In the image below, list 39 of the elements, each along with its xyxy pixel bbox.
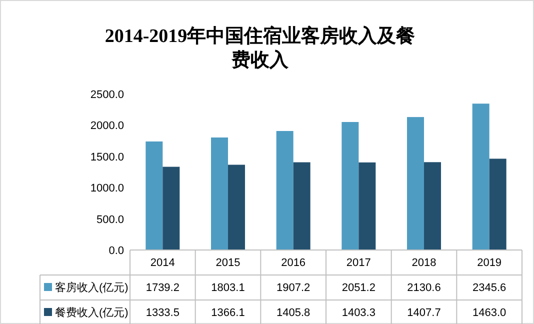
data-label: 1405.8 — [276, 307, 310, 319]
data-label: 2130.6 — [407, 282, 441, 294]
data-label: 1907.2 — [276, 282, 310, 294]
bar — [472, 104, 490, 250]
x-tick-label: 2016 — [281, 257, 306, 269]
bar — [358, 162, 376, 250]
chart-title: 2014-2019年中国住宿业客房收入及餐费收入 — [104, 25, 416, 71]
data-label: 2345.6 — [472, 282, 506, 294]
x-tick-label: 2017 — [346, 257, 371, 269]
y-tick-label: 2500.0 — [90, 89, 124, 101]
x-tick-label: 2014 — [150, 257, 175, 269]
y-tick-label: 1500.0 — [90, 151, 124, 164]
bar — [424, 162, 441, 250]
data-label: 1403.3 — [342, 307, 376, 319]
bar — [228, 164, 245, 250]
data-label: 1739.2 — [146, 282, 180, 294]
legend-label: 餐费收入(亿元) — [55, 306, 128, 319]
y-tick-label: 0.0 — [108, 245, 124, 257]
data-label: 1407.7 — [407, 307, 441, 319]
bar — [146, 141, 163, 250]
data-label: 1333.5 — [146, 307, 180, 319]
bar — [276, 130, 294, 250]
x-tick-label: 2015 — [216, 257, 240, 269]
bar — [489, 158, 506, 250]
data-label: 1463.0 — [472, 307, 506, 319]
bar — [162, 166, 180, 250]
x-tick-label: 2019 — [477, 257, 502, 269]
x-tick-label: 2018 — [412, 257, 436, 269]
bar — [211, 137, 228, 250]
data-label: 1803.1 — [211, 282, 245, 294]
y-tick-label: 2000.0 — [90, 120, 124, 132]
bar — [407, 117, 424, 250]
bar — [293, 162, 310, 250]
data-label: 1366.1 — [211, 307, 245, 319]
bar — [342, 122, 359, 250]
data-label: 2051.2 — [342, 282, 376, 294]
y-tick-label: 500.0 — [96, 214, 124, 226]
legend-label: 客房收入(亿元) — [55, 281, 128, 294]
y-tick-label: 1000.0 — [90, 182, 124, 195]
